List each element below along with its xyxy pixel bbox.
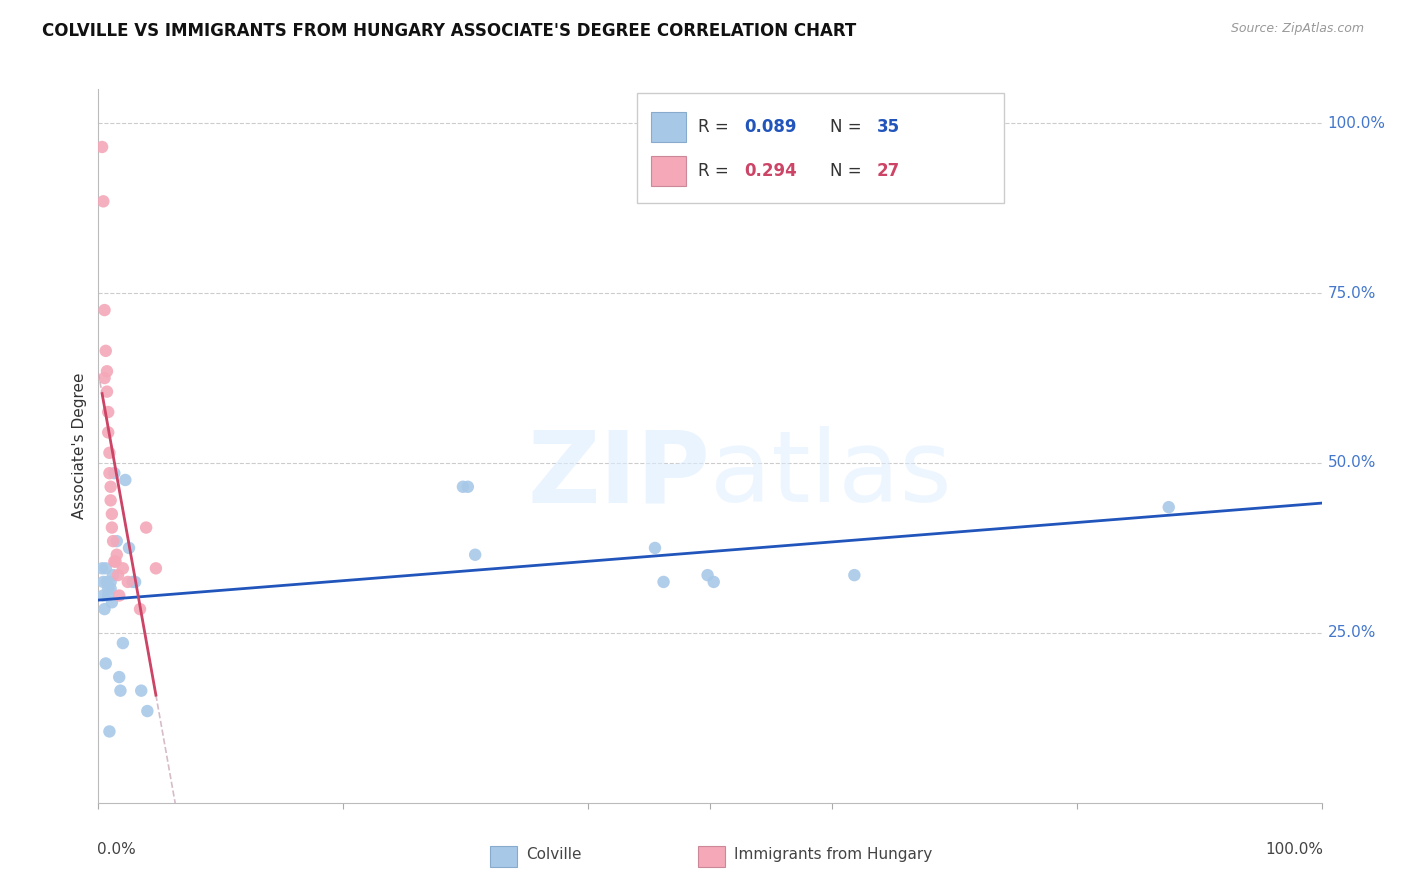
Point bbox=[104, 555, 127, 569]
Point bbox=[101, 595, 124, 609]
Text: N =: N = bbox=[830, 162, 866, 180]
Text: 0.089: 0.089 bbox=[744, 118, 797, 136]
Text: Immigrants from Hungary: Immigrants from Hungary bbox=[734, 847, 932, 863]
Text: 25.0%: 25.0% bbox=[1327, 625, 1376, 640]
Point bbox=[114, 473, 136, 487]
Point bbox=[97, 582, 120, 596]
Point bbox=[103, 466, 125, 480]
Text: 27: 27 bbox=[876, 162, 900, 180]
Point bbox=[93, 602, 115, 616]
Point bbox=[103, 555, 125, 569]
Point bbox=[91, 589, 114, 603]
Text: 75.0%: 75.0% bbox=[1327, 285, 1376, 301]
Point bbox=[105, 548, 128, 562]
FancyBboxPatch shape bbox=[637, 93, 1004, 203]
Point bbox=[108, 589, 131, 603]
FancyBboxPatch shape bbox=[651, 112, 686, 142]
Point bbox=[93, 371, 115, 385]
Point bbox=[97, 425, 120, 440]
FancyBboxPatch shape bbox=[489, 846, 517, 867]
Text: 50.0%: 50.0% bbox=[1327, 456, 1376, 470]
Text: Colville: Colville bbox=[526, 847, 582, 863]
Point bbox=[121, 574, 143, 589]
FancyBboxPatch shape bbox=[697, 846, 724, 867]
Point bbox=[145, 561, 167, 575]
Point bbox=[93, 303, 115, 318]
Point bbox=[652, 574, 675, 589]
Point bbox=[118, 541, 141, 555]
Point bbox=[98, 466, 121, 480]
Point bbox=[100, 480, 122, 494]
Point bbox=[111, 636, 134, 650]
Point bbox=[464, 548, 486, 562]
Point bbox=[129, 602, 152, 616]
Point bbox=[110, 683, 132, 698]
Text: 100.0%: 100.0% bbox=[1265, 842, 1323, 857]
Point bbox=[108, 670, 131, 684]
FancyBboxPatch shape bbox=[651, 156, 686, 186]
Text: 0.0%: 0.0% bbox=[97, 842, 136, 857]
Point bbox=[124, 574, 146, 589]
Text: R =: R = bbox=[697, 118, 734, 136]
Point bbox=[97, 589, 120, 603]
Point bbox=[703, 574, 725, 589]
Point bbox=[129, 683, 152, 698]
Point bbox=[135, 520, 157, 534]
Point bbox=[94, 657, 117, 671]
Point bbox=[94, 561, 117, 575]
Point bbox=[136, 704, 159, 718]
Point bbox=[100, 582, 122, 596]
Point bbox=[105, 534, 128, 549]
Point bbox=[100, 493, 122, 508]
Point bbox=[101, 520, 124, 534]
Text: 0.294: 0.294 bbox=[744, 162, 797, 180]
Text: 100.0%: 100.0% bbox=[1327, 116, 1386, 131]
Point bbox=[97, 405, 120, 419]
Point bbox=[96, 574, 118, 589]
Point bbox=[644, 541, 666, 555]
Y-axis label: Associate's Degree: Associate's Degree bbox=[72, 373, 87, 519]
Point bbox=[101, 568, 124, 582]
Text: Source: ZipAtlas.com: Source: ZipAtlas.com bbox=[1230, 22, 1364, 36]
Text: R =: R = bbox=[697, 162, 734, 180]
Point bbox=[98, 724, 121, 739]
Point bbox=[91, 140, 114, 154]
Point bbox=[107, 568, 129, 582]
Point bbox=[101, 507, 124, 521]
Text: atlas: atlas bbox=[710, 426, 952, 523]
Point bbox=[94, 343, 117, 358]
Point bbox=[96, 364, 118, 378]
Point bbox=[98, 446, 121, 460]
Point bbox=[1157, 500, 1180, 515]
Text: ZIP: ZIP bbox=[527, 426, 710, 523]
Point bbox=[91, 574, 114, 589]
Point bbox=[117, 574, 139, 589]
Text: N =: N = bbox=[830, 118, 866, 136]
Text: COLVILLE VS IMMIGRANTS FROM HUNGARY ASSOCIATE'S DEGREE CORRELATION CHART: COLVILLE VS IMMIGRANTS FROM HUNGARY ASSO… bbox=[42, 22, 856, 40]
Point bbox=[111, 561, 134, 575]
Point bbox=[100, 574, 122, 589]
Point bbox=[101, 534, 124, 549]
Text: 35: 35 bbox=[876, 118, 900, 136]
Point bbox=[96, 384, 118, 399]
Point bbox=[844, 568, 866, 582]
Point bbox=[91, 194, 114, 209]
Point bbox=[91, 561, 114, 575]
Point bbox=[696, 568, 718, 582]
Point bbox=[457, 480, 479, 494]
Point bbox=[451, 480, 474, 494]
